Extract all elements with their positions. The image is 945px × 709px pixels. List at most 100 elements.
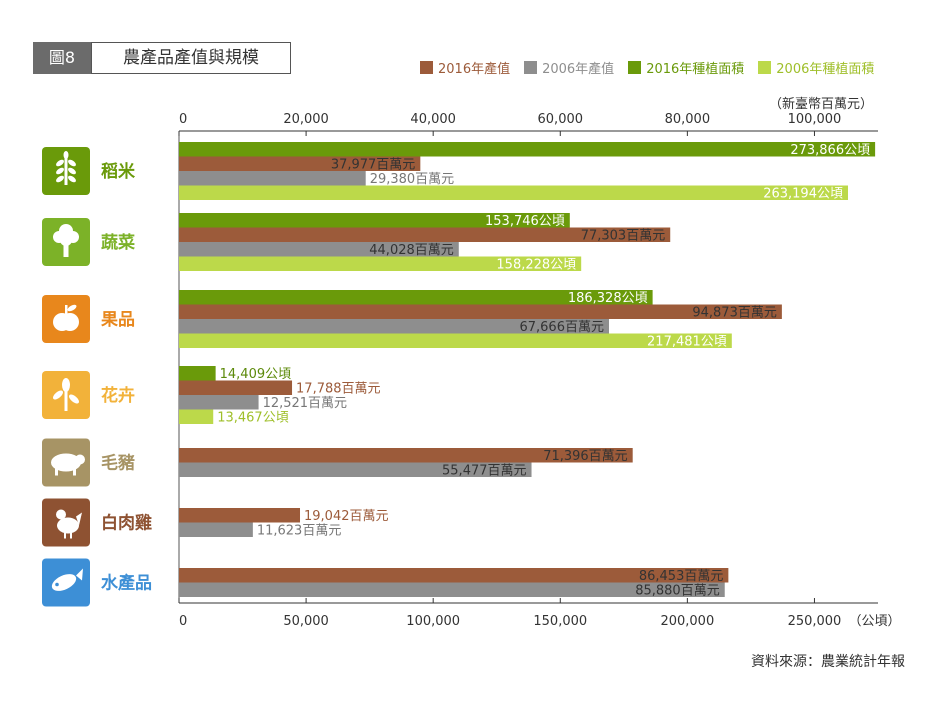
bottom-tick-label: 50,000 — [283, 614, 329, 629]
apple-icon-part — [61, 313, 79, 331]
broccoli-icon — [42, 218, 90, 266]
legend-label: 2006年產值 — [542, 61, 615, 77]
legend-item-2016-value: 2016年產值 — [420, 58, 510, 77]
data-label: 13,467公頃 — [217, 411, 288, 426]
category-name: 花卉 — [101, 385, 135, 406]
data-label: 12,521百萬元 — [263, 396, 348, 411]
data-label: 14,409公頃 — [220, 367, 292, 382]
data-label: 153,746公頃 — [485, 214, 565, 229]
bar — [179, 156, 421, 171]
chicken-icon-part — [64, 532, 66, 539]
category-name: 毛豬 — [101, 453, 135, 474]
legend-item-2006-value: 2006年產值 — [524, 58, 614, 77]
chicken-icon-part — [56, 509, 66, 520]
data-label: 85,880百萬元 — [635, 584, 720, 599]
wheat-icon-part — [56, 159, 64, 167]
legend-label: 2016年產值 — [438, 61, 511, 77]
bar — [179, 142, 876, 157]
pig-icon-part — [55, 468, 58, 476]
fish-icon-part — [51, 574, 77, 591]
category-name: 蔬菜 — [101, 233, 136, 253]
wheat-icon-part — [68, 159, 76, 167]
data-label: 77,303百萬元 — [581, 229, 666, 244]
broccoli-icon-part — [59, 224, 73, 238]
legend-swatch — [628, 60, 642, 74]
apple-icon-part — [65, 305, 68, 314]
bar — [179, 213, 570, 228]
wheat-icon-part — [64, 157, 68, 185]
wheat-icon-part — [56, 175, 64, 183]
category-name: 白肉雞 — [101, 513, 152, 534]
bar — [179, 448, 633, 463]
top-tick-label: 100,000 — [788, 112, 842, 127]
top-tick-label: 60,000 — [538, 112, 584, 127]
data-label: 29,380百萬元 — [370, 172, 455, 187]
wheat-icon-part — [68, 167, 76, 175]
bar — [179, 171, 366, 186]
bar — [179, 409, 214, 424]
flower-icon-part — [53, 390, 63, 400]
bar — [179, 522, 253, 537]
pig-icon-part — [75, 454, 85, 465]
bar — [179, 227, 671, 242]
flower-icon — [42, 371, 90, 419]
chicken-icon-part — [70, 532, 72, 539]
flower-icon-part — [64, 391, 68, 411]
pig-icon-part — [51, 453, 81, 472]
legend-item-2016-area: 2016年種植面積 — [628, 58, 744, 77]
pig-icon — [42, 438, 90, 487]
data-label: 37,977百萬元 — [331, 158, 416, 173]
data-label: 186,328公頃 — [568, 291, 648, 306]
data-label: 273,866公頃 — [790, 143, 870, 158]
bottom-tick-label: 150,000 — [533, 614, 587, 629]
bar — [179, 333, 732, 348]
bar — [179, 304, 782, 319]
data-label: 86,453百萬元 — [639, 569, 724, 584]
wheat-icon — [42, 147, 90, 195]
bottom-tick-label: 100,000 — [406, 614, 460, 629]
apple-icon-part — [67, 304, 77, 312]
data-label: 19,042百萬元 — [304, 509, 389, 524]
fish-icon — [42, 558, 90, 607]
chicken-icon-part — [57, 517, 79, 534]
data-label: 55,477百萬元 — [442, 464, 527, 479]
bar — [179, 290, 653, 305]
legend: 2016年產值 2006年產值 2016年種植面積 2006年種植面積 — [420, 58, 888, 77]
figure-title: 農產品產值與規模 — [91, 42, 291, 74]
bar — [179, 185, 848, 200]
axes: 0 20,000 40,000 60,000 80,000 100,000 0 50,000 1… — [178, 112, 900, 629]
legend-swatch — [420, 60, 433, 74]
bar — [179, 508, 301, 523]
fish-icon-eye — [55, 582, 59, 587]
data-label: 158,228公頃 — [496, 258, 576, 273]
legend-item-2006-area: 2006年種植面積 — [758, 58, 874, 77]
data-label: 11,623百萬元 — [257, 524, 342, 539]
legend-swatch — [524, 60, 538, 74]
bar — [179, 242, 459, 257]
figure-badge: 圖8 — [33, 42, 91, 74]
data-label: 67,666百萬元 — [519, 320, 604, 335]
category-name: 水產品 — [101, 573, 152, 594]
legend-swatch — [758, 60, 772, 74]
data-label: 94,873百萬元 — [692, 306, 777, 321]
legend-label: 2006年種植面積 — [776, 61, 875, 77]
bar — [179, 568, 729, 583]
bottom-axis-unit: （公頃） — [848, 614, 900, 629]
broccoli-icon-part — [60, 234, 72, 246]
chicken-icon-part — [76, 512, 82, 526]
data-label: 217,481公頃 — [647, 335, 727, 350]
category-name: 稻米 — [101, 161, 136, 182]
bar — [179, 582, 725, 597]
top-tick-label: 0 — [179, 112, 187, 127]
pig-icon-part — [73, 468, 76, 476]
legend-label: 2016年種植面積 — [646, 61, 745, 77]
flower-icon-part — [62, 378, 70, 392]
flower-icon-part — [69, 394, 79, 404]
top-tick-label: 80,000 — [665, 112, 711, 127]
data-label: 263,194公頃 — [763, 187, 843, 202]
data-label: 71,396百萬元 — [543, 449, 628, 464]
category-name: 果品 — [101, 310, 135, 330]
